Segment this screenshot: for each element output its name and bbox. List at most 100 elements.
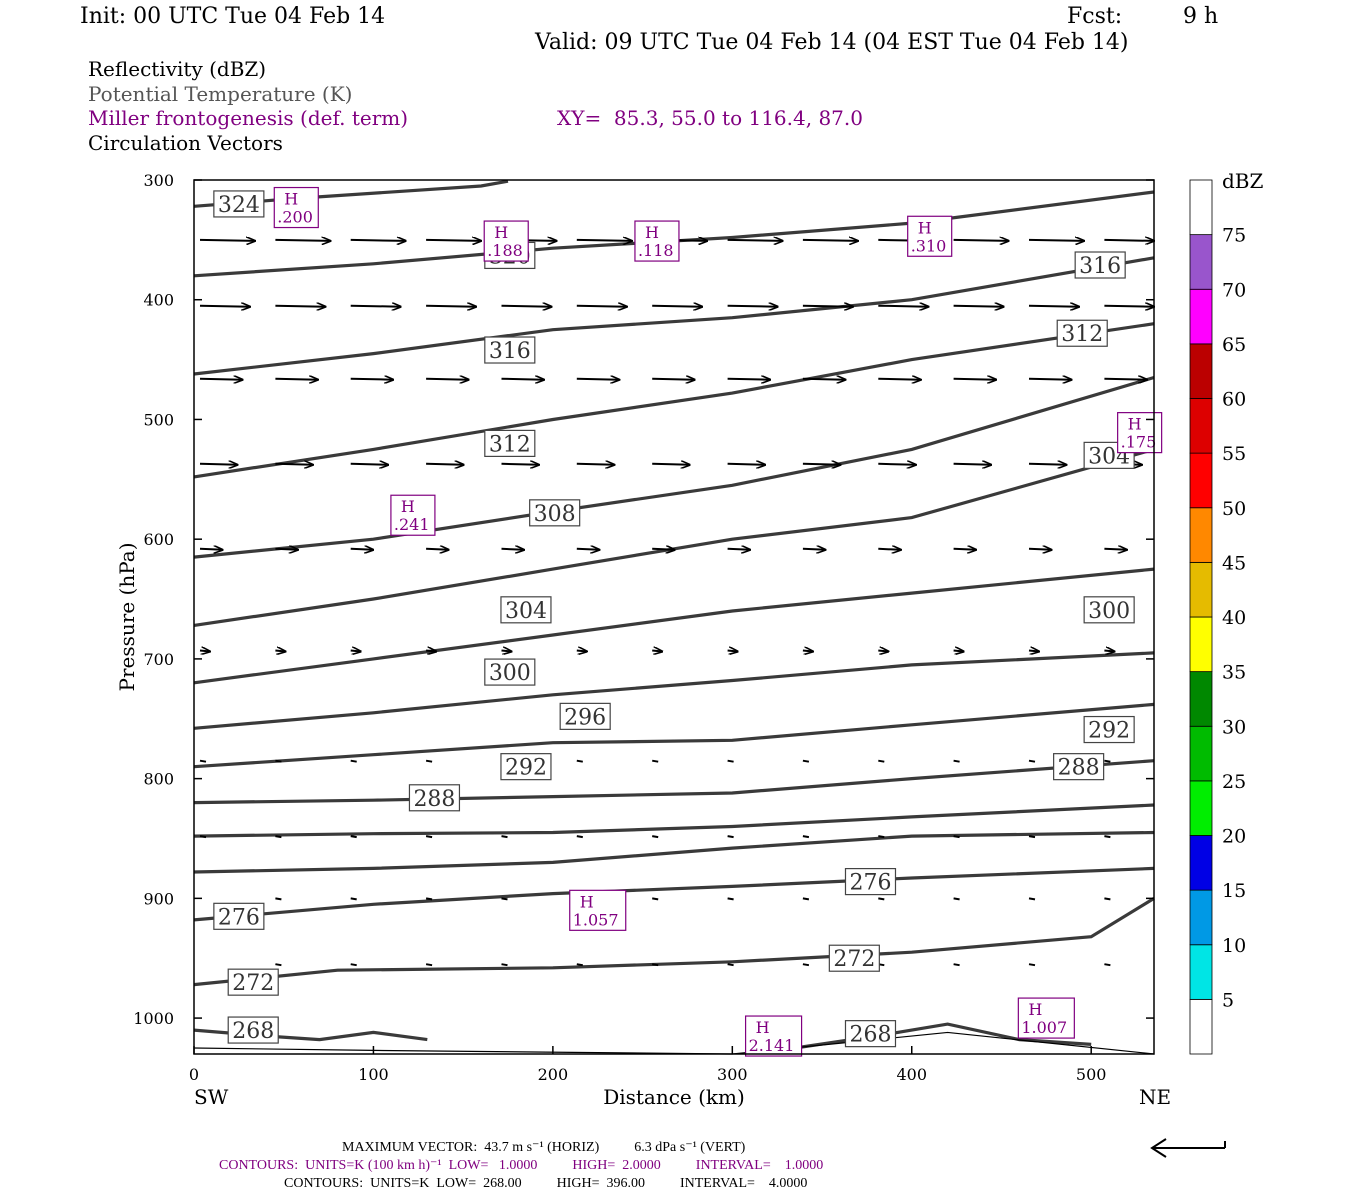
circulation-vector	[350, 464, 389, 465]
circulation-vector	[802, 306, 853, 307]
circulation-vector	[802, 379, 846, 380]
circulation-vector	[576, 651, 587, 652]
circulation-vector	[501, 306, 552, 307]
legend-reflectivity: Reflectivity (dBZ)	[88, 57, 267, 81]
circulation-vector	[1104, 651, 1114, 652]
svg-text:2.141: 2.141	[749, 1036, 795, 1055]
circulation-vector	[501, 835, 508, 839]
circulation-vector	[953, 549, 977, 550]
y-tick-label: 300	[143, 171, 174, 190]
circulation-vector	[275, 240, 330, 241]
circulation-vector	[652, 897, 659, 901]
contour-label: 292	[1083, 715, 1135, 744]
y-tick-label: 800	[143, 770, 174, 789]
circulation-vector	[727, 549, 751, 550]
circulation-vector	[275, 835, 282, 839]
svg-text:276: 276	[849, 871, 891, 896]
contour-label: 316	[484, 336, 536, 364]
circulation-vector	[1104, 963, 1111, 967]
circulation-vector	[1104, 759, 1111, 763]
colorbar-tick-label: 75	[1222, 225, 1246, 247]
circulation-vector	[802, 464, 841, 465]
circulation-vector	[652, 759, 659, 763]
svg-text:276: 276	[218, 905, 260, 930]
circulation-vector	[350, 759, 357, 763]
circulation-vector	[727, 835, 734, 839]
circulation-vector	[953, 379, 997, 380]
circulation-vector	[802, 549, 826, 550]
circulation-vector	[802, 651, 813, 652]
svg-text:268: 268	[232, 1019, 274, 1044]
max-vector-info: MAXIMUM VECTOR: 43.7 m s⁻¹ (HORIZ) 6.3 d…	[342, 1140, 746, 1155]
svg-text:H: H	[580, 892, 594, 911]
contour-label: 312	[484, 429, 536, 457]
circulation-vector	[275, 759, 282, 763]
circulation-vector	[426, 306, 476, 307]
circulation-vector	[727, 464, 766, 465]
frontogenesis-max-label: H.188	[483, 220, 529, 262]
frontogenesis-max-label: H.310	[907, 215, 953, 257]
colorbar-swatch	[1189, 561, 1213, 618]
theta-contour-308	[193, 375, 1155, 559]
circulation-vector	[576, 306, 627, 307]
circulation-vector	[426, 240, 481, 241]
colorbar-swatch	[1189, 725, 1213, 782]
circulation-vector	[953, 240, 1009, 241]
colorbar-swatch	[1189, 835, 1213, 891]
y-tick-label: 900	[143, 889, 174, 908]
theta-contour-info: CONTOURS: UNITS=K LOW= 268.00 HIGH= 396.…	[284, 1176, 808, 1191]
theta-contour-312	[193, 322, 1155, 479]
contour-label: 308	[529, 499, 581, 527]
circulation-vector	[1028, 379, 1072, 380]
colorbar-swatch	[1189, 179, 1213, 236]
contour-label: 324	[213, 190, 265, 218]
circulation-vector	[275, 306, 325, 307]
circulation-vector	[878, 549, 901, 550]
colorbar-swatch	[1189, 234, 1213, 290]
svg-text:H: H	[401, 497, 415, 516]
circulation-vector	[953, 651, 964, 652]
circulation-vector	[802, 240, 858, 241]
colorbar-swatch	[1189, 452, 1213, 509]
circulation-vector	[652, 379, 695, 380]
circulation-vector	[802, 897, 810, 901]
svg-text:1.007: 1.007	[1021, 1018, 1067, 1037]
circulation-vector	[501, 549, 525, 550]
x-tick-label: 0	[189, 1065, 199, 1084]
theta-contour-280	[193, 830, 1155, 874]
circulation-vector	[727, 897, 734, 901]
circulation-vector	[350, 651, 361, 652]
circulation-vector	[350, 306, 401, 307]
circulation-vector	[426, 379, 469, 380]
contour-label: 304	[500, 596, 552, 624]
contour-label: 292	[500, 753, 552, 781]
svg-text:272: 272	[833, 947, 875, 972]
legend-frontogenesis: Miller frontogenesis (def. term)	[88, 106, 409, 130]
x-left-end-label: SW	[194, 1085, 229, 1109]
circulation-vector	[275, 651, 285, 652]
circulation-vector	[1028, 306, 1079, 307]
circulation-vector	[199, 651, 210, 652]
circulation-vector	[1104, 897, 1111, 901]
x-tick-label: 500	[1076, 1065, 1107, 1084]
circulation-vector	[199, 464, 238, 465]
y-tick-label: 1000	[133, 1009, 174, 1028]
circulation-vector	[727, 306, 778, 307]
contour-label: 312	[1056, 319, 1108, 347]
circulation-vector	[501, 464, 540, 465]
contour-label: 296	[559, 702, 611, 730]
circulation-vector	[350, 549, 374, 550]
svg-text:312: 312	[1061, 322, 1103, 347]
circulation-vector	[576, 379, 620, 380]
circulation-vector	[878, 835, 885, 839]
circulation-vector	[727, 651, 738, 652]
circulation-vector	[199, 306, 250, 307]
circulation-vector	[576, 835, 583, 839]
svg-text:.200: .200	[277, 208, 313, 227]
theta-contour-292	[193, 702, 1155, 769]
circulation-vector	[953, 306, 1004, 307]
svg-text:268: 268	[849, 1023, 891, 1048]
svg-text:H: H	[756, 1018, 770, 1037]
theta-contours	[193, 179, 1155, 1055]
